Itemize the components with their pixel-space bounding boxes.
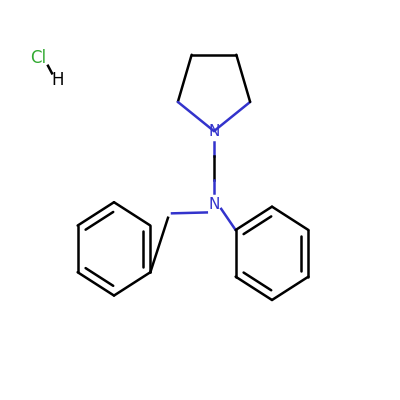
Text: N: N: [208, 124, 220, 139]
Text: N: N: [208, 197, 220, 212]
Text: H: H: [52, 71, 64, 89]
Text: Cl: Cl: [30, 49, 46, 67]
